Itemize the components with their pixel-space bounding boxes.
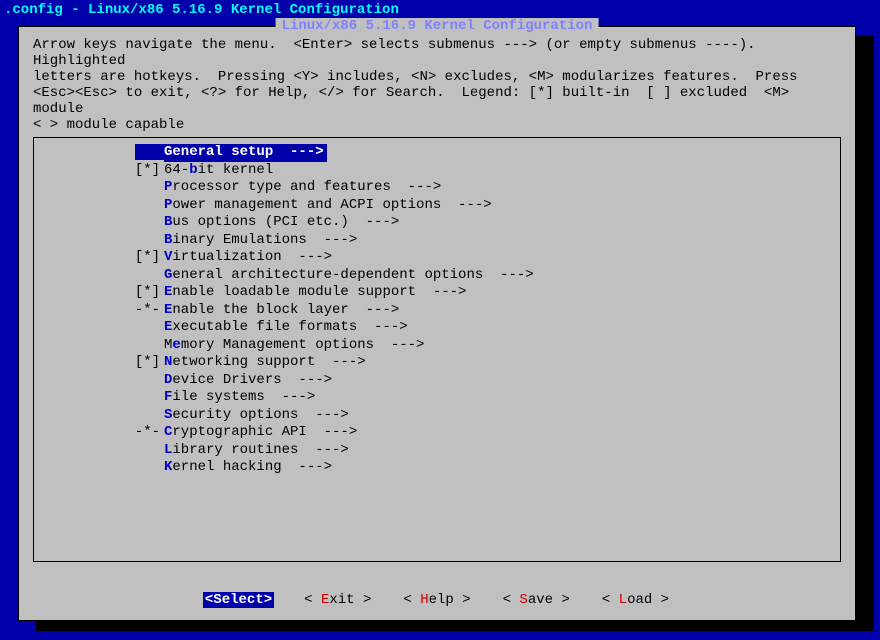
menu-prefix	[34, 442, 164, 460]
menu-prefix	[34, 267, 164, 285]
menu-label: Enable the block layer --->	[164, 302, 399, 320]
menu-item[interactable]: -*- Enable the block layer --->	[34, 302, 840, 320]
menu-item[interactable]: Bus options (PCI etc.) --->	[34, 214, 840, 232]
menu-label: Cryptographic API --->	[164, 424, 357, 442]
help-text: Arrow keys navigate the menu. <Enter> se…	[19, 27, 855, 138]
menu-item[interactable]: Executable file formats --->	[34, 319, 840, 337]
select-button[interactable]: <Select>	[203, 592, 274, 608]
menu-item[interactable]: -*- Cryptographic API --->	[34, 424, 840, 442]
menu-item[interactable]: File systems --->	[34, 389, 840, 407]
menu-prefix: [*]	[34, 162, 164, 180]
save-button[interactable]: < Save >	[501, 592, 572, 608]
menu-label: Bus options (PCI etc.) --->	[164, 214, 399, 232]
menu-prefix: [*]	[34, 354, 164, 372]
menu-prefix: -*-	[34, 424, 164, 442]
menu-item[interactable]: Library routines --->	[34, 442, 840, 460]
menu-label: General architecture-dependent options -…	[164, 267, 534, 285]
menu-item[interactable]: [*] Networking support --->	[34, 354, 840, 372]
menu-prefix: -*-	[34, 302, 164, 320]
menu-label: Binary Emulations --->	[164, 232, 357, 250]
menu-label: 64-bit kernel	[164, 162, 273, 180]
menu-item[interactable]: Binary Emulations --->	[34, 232, 840, 250]
menu-label: Memory Management options --->	[164, 337, 424, 355]
menu-item[interactable]: Kernel hacking --->	[34, 459, 840, 477]
menu-label: Executable file formats --->	[164, 319, 408, 337]
menu-label: Power management and ACPI options --->	[164, 197, 492, 215]
menu-prefix: [*]	[34, 284, 164, 302]
menu-label: General setup --->	[164, 144, 327, 162]
button-bar: <Select> < Exit > < Help > < Save > < Load >	[19, 592, 855, 608]
menu-prefix	[34, 372, 164, 390]
menu-label: File systems --->	[164, 389, 315, 407]
menu-prefix: [*]	[34, 249, 164, 267]
menu-item[interactable]: General architecture-dependent options -…	[34, 267, 840, 285]
menu-label: Virtualization --->	[164, 249, 332, 267]
menu-prefix	[34, 459, 164, 477]
menu-list[interactable]: General setup ---> [*] 64-bit kernel Pro…	[33, 137, 841, 562]
help-button[interactable]: < Help >	[401, 592, 472, 608]
menu-prefix	[34, 337, 164, 355]
menu-prefix	[34, 144, 164, 162]
exit-button[interactable]: < Exit >	[302, 592, 373, 608]
window-title: .config - Linux/x86 5.16.9 Kernel Config…	[0, 0, 880, 20]
menu-item[interactable]: [*] Enable loadable module support --->	[34, 284, 840, 302]
config-dialog: Linux/x86 5.16.9 Kernel Configuration Ar…	[18, 26, 856, 621]
menu-label: Library routines --->	[164, 442, 349, 460]
menu-prefix	[34, 389, 164, 407]
menu-label: Security options --->	[164, 407, 349, 425]
menu-item[interactable]: Device Drivers --->	[34, 372, 840, 390]
menu-label: Networking support --->	[164, 354, 366, 372]
menu-item[interactable]: Memory Management options --->	[34, 337, 840, 355]
menu-label: Kernel hacking --->	[164, 459, 332, 477]
menu-label: Processor type and features --->	[164, 179, 441, 197]
menu-item[interactable]: General setup --->	[34, 144, 840, 162]
menu-item[interactable]: [*] Virtualization --->	[34, 249, 840, 267]
menu-prefix	[34, 319, 164, 337]
load-button[interactable]: < Load >	[600, 592, 671, 608]
menu-label: Enable loadable module support --->	[164, 284, 466, 302]
menu-item[interactable]: Processor type and features --->	[34, 179, 840, 197]
dialog-title: Linux/x86 5.16.9 Kernel Configuration	[276, 18, 599, 34]
menu-prefix	[34, 197, 164, 215]
menu-label: Device Drivers --->	[164, 372, 332, 390]
menu-prefix	[34, 214, 164, 232]
menu-prefix	[34, 407, 164, 425]
menu-item[interactable]: [*] 64-bit kernel	[34, 162, 840, 180]
menu-item[interactable]: Power management and ACPI options --->	[34, 197, 840, 215]
menu-item[interactable]: Security options --->	[34, 407, 840, 425]
menu-prefix	[34, 179, 164, 197]
menu-prefix	[34, 232, 164, 250]
